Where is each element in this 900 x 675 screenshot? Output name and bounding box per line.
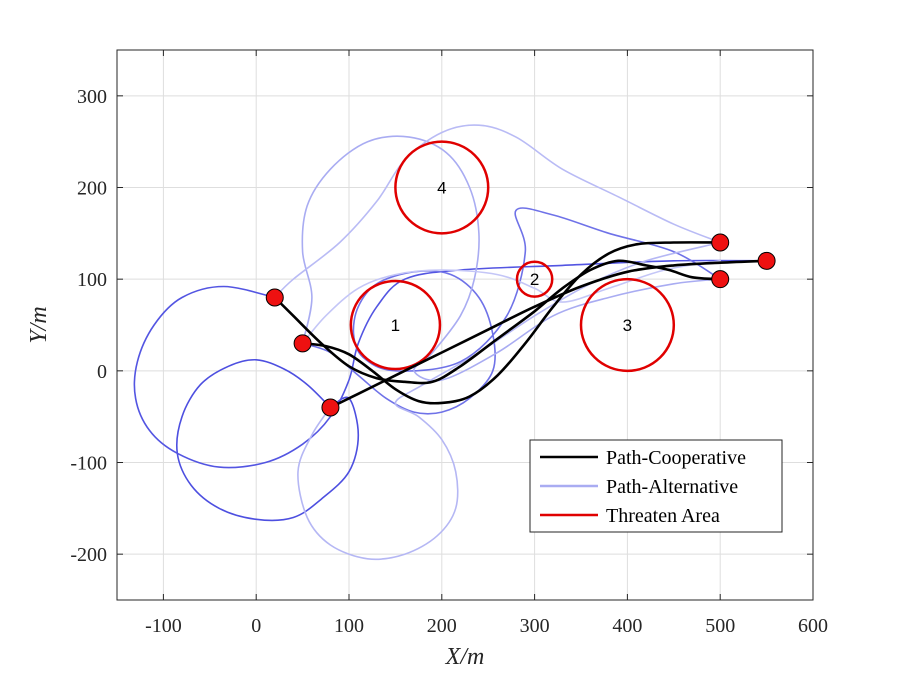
- alternative-paths: [133, 124, 768, 561]
- end-point-marker: [757, 251, 776, 270]
- threat-area-circle: [394, 140, 490, 235]
- alternative-path: [297, 241, 721, 561]
- x-axis-label: X/m: [445, 644, 485, 670]
- x-tick-label: 400: [612, 615, 642, 637]
- legend-label: Path-Alternative: [606, 476, 738, 498]
- x-tick-label: 200: [427, 615, 457, 637]
- plot-frame: [116, 49, 814, 601]
- y-axis-label: Y/m: [26, 306, 52, 343]
- x-tick-label: 100: [334, 615, 364, 637]
- threat-area-label: 4: [437, 179, 446, 198]
- x-tick-label: 0: [251, 615, 261, 637]
- threat-area-circle: [579, 277, 676, 373]
- cooperative-path: [329, 259, 768, 409]
- threat-area-labels: 1 2 3 4: [391, 179, 632, 336]
- y-tick-label: 300: [77, 86, 107, 108]
- legend-label: Path-Cooperative: [606, 447, 746, 469]
- alternative-path: [274, 124, 721, 299]
- threat-area-circle: [349, 279, 442, 371]
- alternative-path: [176, 358, 360, 522]
- legend: Path-Cooperative Path-Alternative Threaten…: [529, 439, 783, 533]
- alternative-path: [301, 260, 721, 345]
- start-point-marker: [321, 398, 340, 417]
- end-point-marker: [711, 233, 730, 252]
- start-point-marker: [293, 334, 312, 353]
- threat-area-label: 3: [623, 316, 632, 335]
- x-tick-label: 500: [705, 615, 735, 637]
- y-tick-label: -200: [70, 544, 107, 566]
- cooperative-paths: [273, 241, 768, 409]
- alternative-path: [301, 135, 721, 382]
- y-tick-label: 100: [77, 269, 107, 291]
- y-tick-label: -100: [70, 453, 107, 475]
- legend-label: Threaten Area: [606, 505, 720, 527]
- x-tick-label: 600: [798, 615, 828, 637]
- y-tick-label: 0: [97, 361, 107, 383]
- alternative-path: [133, 259, 768, 469]
- end-point-marker: [711, 270, 730, 289]
- y-tick-label: 200: [77, 178, 107, 200]
- endpoint-markers: [265, 233, 776, 417]
- threat-area-circle: [515, 260, 554, 298]
- x-tick-label: 300: [520, 615, 550, 637]
- x-tick-label: -100: [145, 615, 182, 637]
- threat-area-label: 1: [391, 316, 400, 335]
- threat-area-label: 2: [530, 270, 539, 289]
- cooperative-path: [301, 241, 722, 405]
- start-point-marker: [265, 288, 284, 307]
- axis-ticks: -100 0 100 200 300 400 500 600 -200 -100 0 100 200 30…: [70, 50, 828, 637]
- threat-areas: [349, 140, 676, 373]
